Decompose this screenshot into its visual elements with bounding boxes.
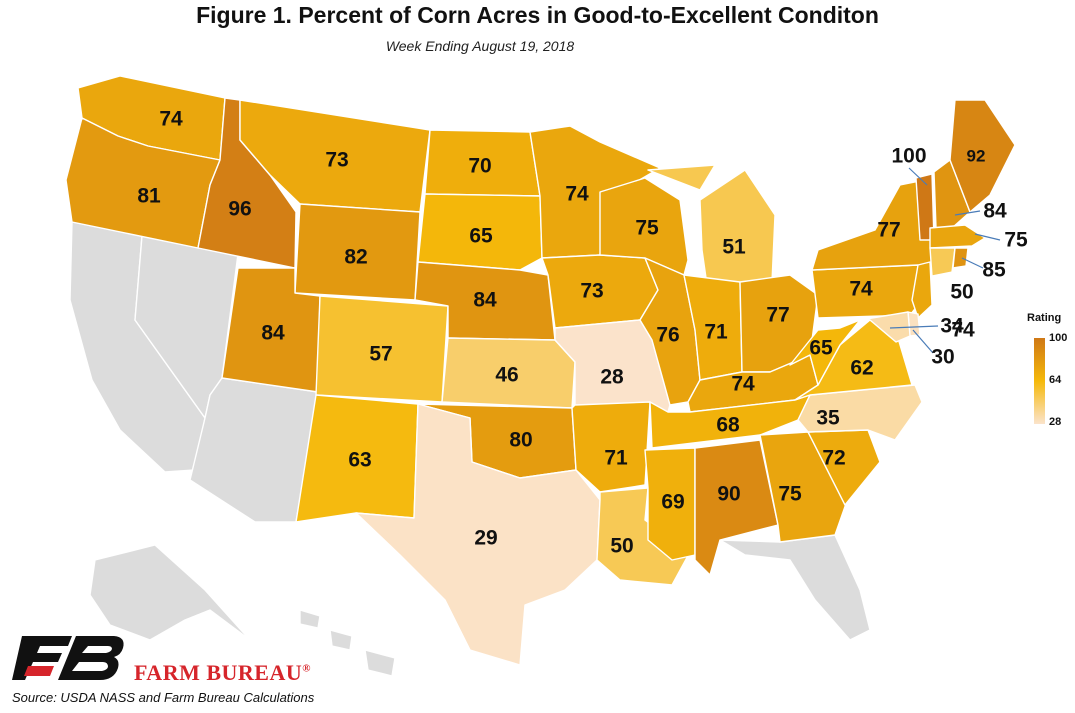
value-label-co: 57 — [369, 343, 392, 366]
legend-min-label: 28 — [1049, 416, 1062, 428]
state-sd — [417, 193, 543, 271]
value-label-id: 96 — [228, 198, 251, 221]
value-label-tn: 68 — [716, 414, 740, 437]
state-fl-no-data — [719, 534, 871, 641]
value-label-ct: 50 — [950, 281, 973, 304]
leader-line-de — [912, 329, 934, 354]
value-label-md: 34 — [940, 315, 964, 338]
legend-color-scale — [1034, 338, 1045, 424]
brand-name: FARM BUREAU® — [134, 660, 311, 685]
value-label-me: 92 — [967, 147, 986, 166]
value-label-sd: 65 — [469, 225, 493, 248]
value-label-nc: 35 — [816, 407, 840, 430]
value-label-wv: 65 — [809, 337, 833, 360]
state-ma — [929, 224, 986, 249]
value-label-wi: 75 — [635, 217, 659, 240]
state-la — [596, 487, 691, 586]
value-label-pa: 74 — [849, 278, 873, 301]
value-label-vt: 100 — [891, 145, 926, 168]
value-label-or: 81 — [137, 185, 161, 208]
state-nj — [911, 261, 933, 319]
value-label-mt: 73 — [325, 149, 348, 172]
value-label-oh: 77 — [766, 304, 789, 327]
state-ri — [952, 247, 969, 269]
legend-title: Rating — [1027, 312, 1062, 324]
source-note: Source: USDA NASS and Farm Bureau Calcul… — [12, 690, 315, 705]
value-label-al: 90 — [717, 483, 740, 506]
value-label-mi: 51 — [722, 236, 746, 259]
value-label-ok: 80 — [509, 429, 532, 452]
state-ct — [929, 247, 956, 277]
value-label-ar: 71 — [604, 447, 628, 470]
leader-line-ri — [961, 257, 984, 269]
state-wv — [789, 319, 861, 386]
value-label-ny: 77 — [877, 219, 900, 242]
state-nc — [797, 384, 923, 441]
value-label-sc: 72 — [822, 447, 845, 470]
leader-line-nh — [954, 210, 981, 216]
state-nh — [933, 159, 971, 229]
value-label-tx: 29 — [474, 527, 497, 550]
leader-line-vt — [908, 167, 928, 186]
map-subtitle: Week Ending August 19, 2018 — [385, 38, 575, 54]
value-label-de: 30 — [931, 346, 954, 369]
value-label-wa: 74 — [159, 108, 183, 131]
value-label-ut: 84 — [261, 322, 285, 345]
value-label-ri: 85 — [982, 259, 1006, 282]
state-md — [859, 311, 911, 343]
leader-line-ma — [974, 233, 1001, 241]
value-label-la: 50 — [610, 535, 633, 558]
value-label-ne: 84 — [473, 289, 497, 312]
state-ks — [441, 337, 576, 409]
state-hi-no-data — [299, 609, 396, 677]
value-label-ma: 75 — [1004, 229, 1028, 252]
value-label-wy: 82 — [344, 246, 367, 269]
value-label-mo: 28 — [600, 366, 624, 389]
value-label-ky: 74 — [731, 373, 755, 396]
state-al — [694, 439, 779, 576]
farm-bureau-logo-icon — [12, 636, 124, 680]
legend-max-label: 100 — [1049, 332, 1068, 344]
value-label-in: 71 — [704, 321, 728, 344]
value-label-ks: 46 — [495, 364, 518, 387]
value-label-va: 62 — [850, 357, 873, 380]
legend-mid-label: 64 — [1049, 374, 1062, 386]
map-title: Figure 1. Percent of Corn Acres in Good-… — [196, 2, 879, 28]
value-label-ga: 75 — [778, 483, 802, 506]
leader-line-md — [889, 325, 939, 329]
value-label-nh: 84 — [983, 200, 1007, 223]
value-label-nj: 74 — [951, 319, 975, 342]
state-wi — [599, 177, 689, 276]
value-label-mn: 74 — [565, 183, 589, 206]
value-label-il: 76 — [656, 324, 679, 347]
state-ak-no-data — [89, 544, 251, 641]
value-label-nd: 70 — [468, 155, 491, 178]
value-label-ia: 73 — [580, 280, 603, 303]
value-label-ms: 69 — [661, 491, 684, 514]
value-label-nm: 63 — [348, 449, 371, 472]
